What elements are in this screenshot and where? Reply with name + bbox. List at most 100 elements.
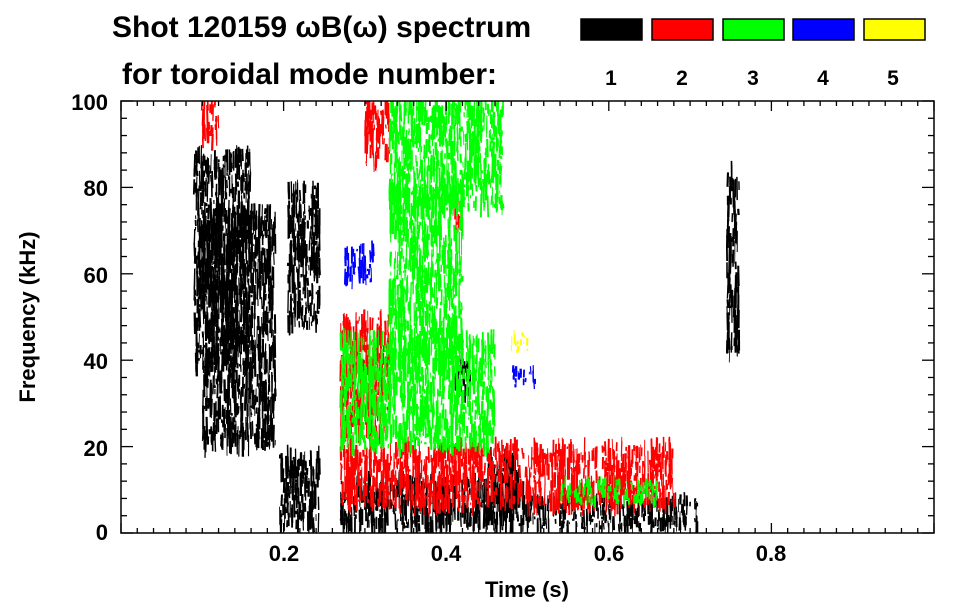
spectral-mark [605, 457, 607, 466]
spectral-mark [217, 159, 220, 163]
spectral-mark [733, 212, 736, 237]
spectral-mark [242, 265, 246, 290]
spectral-mark [261, 247, 265, 256]
spectral-mark [262, 282, 266, 306]
spectral-mark [386, 455, 389, 464]
spectral-mark [547, 471, 550, 479]
spectral-mark [218, 235, 221, 242]
spectral-mark [294, 293, 297, 318]
spectral-mark [606, 462, 610, 472]
spectral-mark [354, 455, 357, 476]
mode-1-region-2 [279, 444, 321, 533]
spectral-mark [650, 520, 653, 533]
spectral-mark [622, 504, 625, 517]
spectral-mark [294, 308, 296, 327]
spectral-mark [482, 509, 486, 529]
spectral-mark [236, 205, 240, 222]
mode-1-region-3 [286, 179, 321, 336]
spectral-mark [659, 492, 662, 498]
spectral-mark [221, 322, 224, 341]
spectral-mark [612, 516, 616, 531]
spectral-mark [212, 422, 215, 441]
spectral-mark [301, 242, 305, 261]
spectral-mark [535, 447, 539, 467]
spectral-mark [494, 491, 496, 507]
spectral-mark [599, 525, 603, 530]
spectral-mark [241, 232, 245, 239]
spectral-mark [522, 454, 524, 458]
spectral-mark [383, 483, 387, 490]
spectral-mark [376, 112, 378, 126]
spectral-mark [603, 460, 606, 473]
spectral-mark [683, 492, 686, 507]
spectral-mark [610, 464, 614, 476]
spectral-mark [198, 333, 200, 349]
spectral-mark [348, 468, 352, 473]
spectral-mark [288, 489, 291, 499]
spectral-mark [393, 474, 396, 490]
spectral-mark [255, 238, 259, 257]
legend-swatch-mode-3 [722, 18, 785, 41]
spectral-mark [568, 521, 571, 525]
spectral-mark [198, 226, 202, 237]
spectral-mark [297, 220, 300, 231]
spectral-mark [227, 175, 230, 180]
spectral-mark [339, 517, 343, 521]
spectral-mark [461, 491, 464, 513]
spectral-mark [266, 204, 269, 222]
spectral-mark [266, 248, 269, 263]
spectral-mark [560, 522, 564, 529]
spectral-mark [299, 454, 303, 467]
spectral-mark [252, 400, 256, 410]
spectral-mark [216, 270, 219, 279]
spectral-mark [370, 120, 374, 143]
spectral-mark [729, 275, 731, 298]
spectral-mark [650, 472, 653, 484]
spectral-mark [308, 317, 311, 330]
spectral-mark [543, 452, 547, 457]
spectral-mark [429, 479, 432, 503]
spectral-mark [268, 360, 271, 372]
spectral-mark [305, 306, 307, 318]
legend-swatch-mode-5 [863, 18, 926, 41]
spectral-mark [518, 464, 521, 479]
spectral-mark [236, 382, 240, 392]
spectral-mark [201, 269, 204, 283]
spectral-mark [610, 510, 612, 523]
spectral-mark [197, 296, 200, 302]
spectral-mark [202, 226, 205, 243]
spectral-mark [426, 487, 429, 499]
legend-swatch-mode-4 [792, 18, 855, 41]
spectral-mark [487, 486, 490, 508]
spectral-mark [313, 240, 317, 246]
spectral-mark [533, 476, 536, 483]
spectral-mark [728, 226, 730, 244]
spectral-mark [425, 496, 428, 499]
spectral-mark [217, 418, 220, 422]
spectral-mark [231, 307, 234, 327]
mode-1-region-8 [725, 160, 741, 363]
spectral-mark [245, 225, 247, 246]
spectral-mark [546, 495, 549, 506]
spectral-mark [630, 499, 633, 505]
spectral-mark [206, 109, 209, 128]
spectral-mark [231, 432, 234, 446]
spectral-mark [448, 465, 450, 472]
spectral-mark [227, 425, 230, 447]
spectral-mark [311, 521, 315, 530]
spectral-mark [604, 441, 607, 456]
spectral-mark [203, 153, 205, 158]
spectral-mark [493, 473, 497, 483]
spectral-mark [227, 400, 229, 406]
spectral-mark [411, 484, 415, 492]
spectral-mark [384, 143, 388, 161]
spectral-mark [311, 285, 314, 305]
spectral-mark [235, 299, 237, 313]
spectral-mark [210, 361, 213, 367]
spectral-mark [299, 252, 302, 263]
spectral-mark [208, 170, 210, 184]
spectral-mark [302, 509, 304, 531]
spectral-mark [300, 204, 302, 219]
spectral-mark [396, 458, 400, 465]
